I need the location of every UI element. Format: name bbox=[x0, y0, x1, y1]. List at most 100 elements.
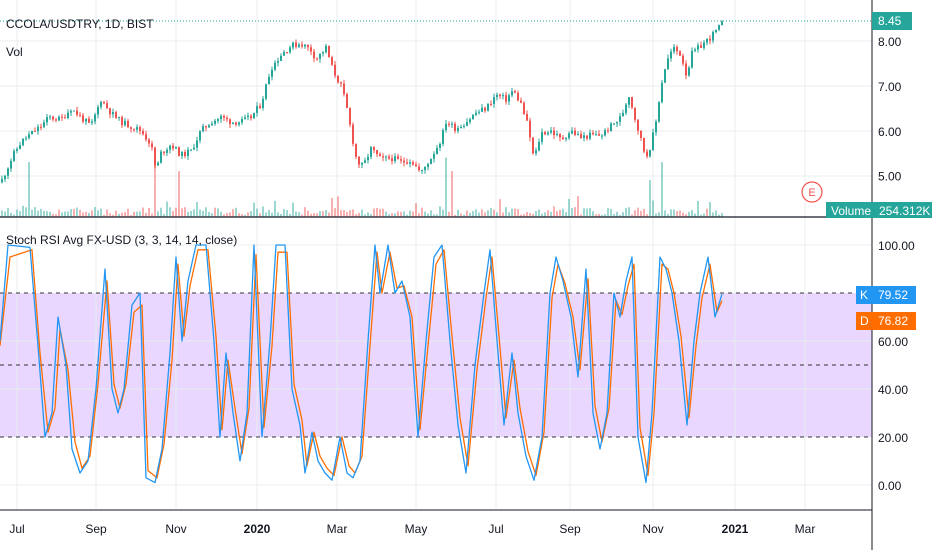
volume-bar bbox=[346, 212, 348, 217]
candle-body bbox=[487, 103, 489, 111]
candle-body bbox=[694, 49, 696, 51]
candle-body bbox=[589, 132, 591, 139]
candle-body bbox=[76, 110, 78, 115]
candle-body bbox=[34, 130, 36, 132]
volume-bar bbox=[655, 213, 657, 217]
volume-bar bbox=[643, 208, 645, 217]
time-tick-label: Mar bbox=[795, 522, 816, 536]
candle-body bbox=[397, 156, 399, 160]
volume-bar bbox=[505, 207, 507, 217]
candle-body bbox=[721, 21, 723, 26]
volume-bar bbox=[499, 199, 501, 217]
candle-body bbox=[532, 137, 534, 154]
candle-body bbox=[310, 47, 312, 52]
candle-body bbox=[430, 158, 432, 165]
volume-bar bbox=[151, 213, 153, 217]
candle-body bbox=[214, 120, 216, 124]
candle-body bbox=[295, 42, 297, 47]
volume-bar bbox=[172, 211, 174, 217]
candle-body bbox=[454, 123, 456, 131]
candle-body bbox=[322, 52, 324, 54]
volume-bar bbox=[580, 214, 582, 217]
volume-bar bbox=[220, 211, 222, 217]
volume-bar bbox=[547, 210, 549, 217]
volume-bar bbox=[211, 213, 213, 217]
volume-bar bbox=[589, 208, 591, 217]
candle-body bbox=[562, 137, 564, 140]
candle-body bbox=[133, 128, 135, 130]
price-axis[interactable]: 8.00 7.00 6.00 5.00 bbox=[878, 35, 902, 183]
candle-body bbox=[640, 130, 642, 138]
current-price-tag bbox=[872, 12, 912, 30]
candle-body bbox=[115, 112, 117, 118]
volume-bar bbox=[469, 212, 471, 217]
candle-body bbox=[538, 141, 540, 151]
volume-bar bbox=[628, 207, 630, 217]
candle-body bbox=[40, 126, 42, 128]
volume-bar bbox=[229, 212, 231, 217]
volume-bar bbox=[454, 214, 456, 217]
candle-body bbox=[49, 116, 51, 118]
candle-body bbox=[55, 119, 57, 121]
candle-body bbox=[547, 132, 549, 135]
candle-body bbox=[643, 137, 645, 152]
candle-body bbox=[394, 156, 396, 162]
stoch-tick-label: 40.00 bbox=[878, 383, 908, 397]
stoch-line-k bbox=[0, 244, 723, 484]
volume-bar bbox=[280, 214, 282, 217]
volume-bar bbox=[667, 213, 669, 217]
candle-body bbox=[28, 134, 30, 139]
volume-bar bbox=[235, 207, 237, 217]
candle-body bbox=[529, 120, 531, 138]
candle-body bbox=[247, 115, 249, 118]
volume-bar bbox=[370, 214, 372, 217]
candle-body bbox=[469, 119, 471, 123]
candle-body bbox=[442, 129, 444, 145]
candle-body bbox=[496, 94, 498, 98]
candle-body bbox=[190, 149, 192, 151]
volume-bar bbox=[598, 213, 600, 217]
stoch-axis[interactable]: 100.00 60.00 40.00 20.00 0.00 bbox=[878, 239, 915, 493]
candle-body bbox=[439, 144, 441, 148]
volume-bar bbox=[43, 211, 45, 217]
volume-bar bbox=[337, 196, 339, 217]
volume-bar bbox=[352, 209, 354, 217]
volume-bar bbox=[562, 208, 564, 217]
volume-bar bbox=[4, 211, 6, 217]
candle-body bbox=[706, 38, 708, 43]
volume-bar bbox=[157, 211, 159, 217]
candle-body bbox=[109, 108, 111, 115]
volume-bar bbox=[259, 213, 261, 217]
volume-bar bbox=[700, 214, 702, 217]
time-tick-label: 2021 bbox=[722, 522, 749, 536]
candle-body bbox=[427, 164, 429, 167]
time-tick-label: Jul bbox=[9, 522, 24, 536]
time-axis[interactable]: Jul Sep Nov 2020 Mar May Jul Sep Nov 2021 Mar bbox=[9, 522, 815, 536]
volume-bar bbox=[511, 208, 513, 217]
volume-bar bbox=[442, 209, 444, 217]
candle-body bbox=[463, 125, 465, 127]
volume-bar bbox=[475, 209, 477, 217]
volume-bar bbox=[268, 210, 270, 217]
k-value-tag bbox=[872, 286, 916, 304]
price-tick-label: 8.00 bbox=[878, 35, 902, 49]
candle-body bbox=[70, 111, 72, 113]
volume-bar bbox=[70, 209, 72, 217]
candle-body bbox=[193, 147, 195, 150]
candle-body bbox=[160, 151, 162, 163]
volume-bar bbox=[37, 210, 39, 217]
earnings-marker[interactable] bbox=[801, 181, 823, 203]
volume-bar bbox=[22, 205, 24, 217]
candle-body bbox=[232, 122, 234, 125]
candle-body bbox=[604, 130, 606, 136]
volume-bar bbox=[646, 214, 648, 217]
volume-bar bbox=[400, 211, 402, 217]
candle-body bbox=[211, 123, 213, 126]
volume-bar bbox=[688, 211, 690, 217]
volume-bar bbox=[682, 212, 684, 217]
volume-bar bbox=[427, 213, 429, 217]
candle-body bbox=[613, 123, 615, 125]
